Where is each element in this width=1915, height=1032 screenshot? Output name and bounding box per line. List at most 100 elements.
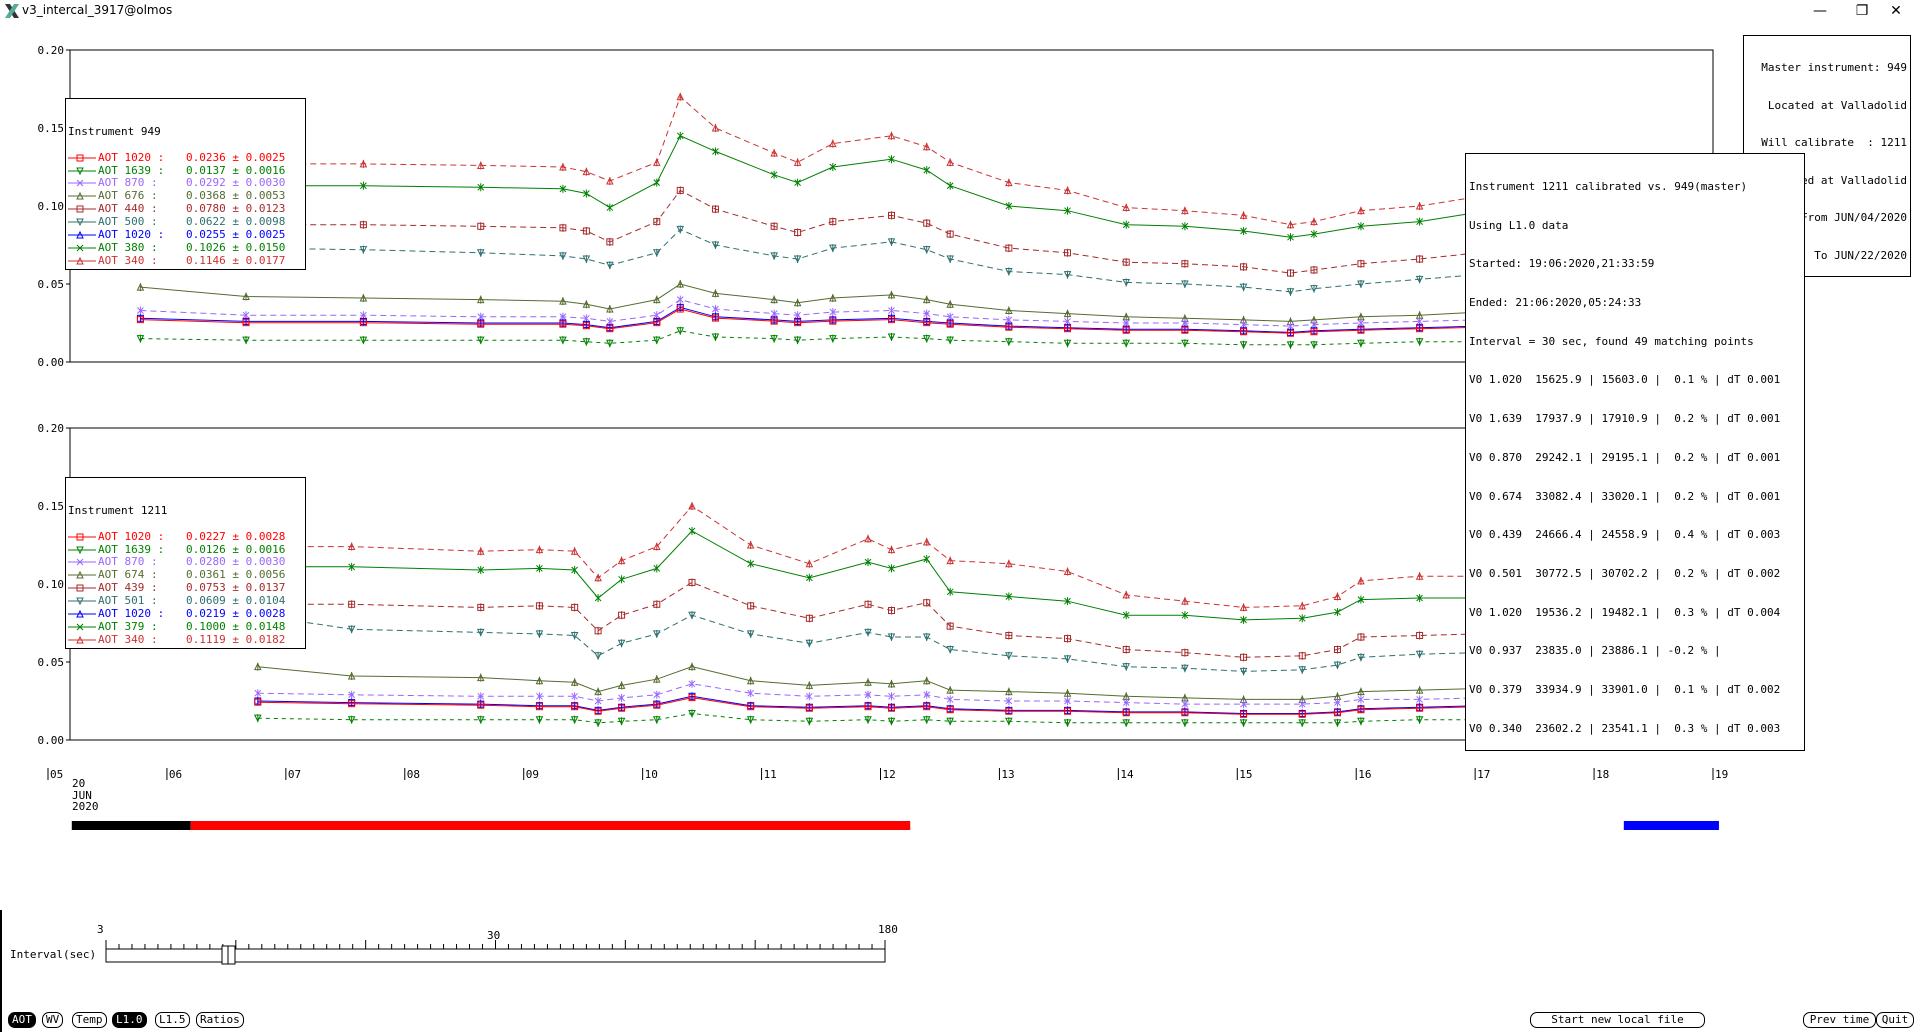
data-point	[347, 542, 356, 551]
prev-time-button[interactable]: Prev time	[1803, 1012, 1876, 1028]
series-line	[257, 712, 1714, 724]
x-tick-label: 07	[288, 768, 301, 781]
data-point	[746, 540, 755, 549]
data-point	[1286, 288, 1295, 296]
legend-marker-icon	[68, 559, 96, 566]
data-point	[1122, 719, 1131, 727]
l15-button[interactable]: L1.5	[155, 1012, 190, 1028]
calib-line: V0 0.439 24666.4 | 24558.9 | 0.4 % | dT …	[1469, 528, 1781, 542]
aot-button[interactable]: AOT	[8, 1012, 36, 1028]
data-point	[570, 716, 579, 724]
data-point	[535, 676, 544, 685]
data-point	[770, 171, 778, 179]
data-point	[570, 678, 579, 686]
data-point	[1310, 230, 1318, 238]
data-point	[1240, 616, 1247, 624]
data-point	[923, 219, 931, 227]
calib-line: V0 1.020 19536.2 | 19482.1 | 0.3 % | dT …	[1469, 605, 1781, 619]
l10-button[interactable]: L1.0	[112, 1012, 147, 1028]
legend-glyph	[76, 230, 84, 239]
restore-button[interactable]: ❐	[1855, 3, 1869, 19]
data-point	[477, 701, 485, 709]
data-point	[1005, 178, 1013, 187]
data-point	[535, 602, 543, 610]
data-point	[1334, 608, 1341, 616]
x-tick-label: 12	[883, 768, 896, 781]
data-point	[254, 689, 262, 697]
data-point	[570, 547, 579, 555]
legend-glyph	[76, 623, 84, 631]
data-point	[923, 555, 931, 563]
start-new-local-file-button[interactable]: Start new local file	[1530, 1012, 1705, 1028]
legend-glyph	[76, 167, 84, 175]
data-point	[711, 241, 720, 250]
x-tick-label: 16	[1358, 768, 1371, 781]
data-point	[1005, 244, 1013, 252]
y-tick-label: 0.10	[38, 200, 65, 213]
legend-value: 0.0609 ± 0.0104	[186, 594, 286, 608]
x-tick-label: 08	[407, 768, 420, 781]
data-point	[136, 283, 145, 291]
data-point	[477, 566, 485, 574]
data-point	[242, 319, 250, 327]
quit-button[interactable]: Quit	[1876, 1012, 1914, 1028]
legend-row: AOT 340 : 0.1146 ± 0.0177	[68, 254, 303, 268]
data-point	[476, 249, 485, 257]
master-info-line: From JUN/04/2020	[1801, 211, 1907, 224]
data-point	[477, 183, 485, 191]
data-point	[770, 148, 778, 157]
data-point	[617, 556, 626, 565]
legend-value: 0.0368 ± 0.0053	[186, 189, 286, 203]
ratios-button[interactable]: Ratios	[196, 1012, 244, 1028]
legend-value: 0.0137 ± 0.0016	[186, 163, 286, 177]
data-point	[688, 527, 696, 535]
close-button[interactable]: ✕	[1890, 3, 1902, 19]
legend-row: AOT 676 : 0.0368 ± 0.0053	[68, 189, 303, 203]
legend-row: AOT 380 : 0.1026 ± 0.0150	[68, 241, 303, 255]
minimize-button[interactable]: —	[1813, 3, 1827, 19]
legend-value: 0.0227 ± 0.0028	[186, 529, 286, 543]
data-point	[888, 307, 895, 314]
calib-line: Started: 19:06:2020,21:33:59	[1469, 257, 1655, 271]
data-point	[536, 692, 543, 700]
data-point	[1334, 699, 1341, 706]
data-point	[1357, 706, 1365, 714]
data-point	[1415, 685, 1424, 694]
data-point	[1064, 325, 1072, 333]
data-point	[1416, 255, 1424, 263]
data-point	[1415, 716, 1424, 724]
legend-marker-icon	[68, 623, 96, 631]
data-point	[922, 335, 931, 343]
data-point	[653, 179, 661, 186]
legend-glyph	[76, 533, 84, 541]
y-tick-label: 0.05	[38, 278, 65, 291]
data-point	[922, 537, 931, 546]
data-point	[1357, 687, 1365, 696]
data-point	[652, 336, 661, 345]
data-point	[1122, 319, 1130, 327]
data-point	[747, 602, 755, 610]
data-point	[676, 305, 684, 313]
legend-instrument-949: Instrument 949 AOT 1020 : 0.0236 ± 0.0025…	[65, 98, 306, 270]
data-point	[242, 311, 250, 319]
data-point	[1415, 201, 1424, 210]
data-point	[618, 611, 626, 619]
data-point	[711, 205, 719, 213]
legend-glyph	[76, 559, 84, 566]
data-point	[137, 307, 144, 314]
data-point	[770, 295, 778, 304]
temp-button[interactable]: Temp	[72, 1012, 107, 1028]
data-point	[1416, 594, 1423, 602]
data-point	[583, 190, 590, 197]
wv-button[interactable]: WV	[42, 1012, 64, 1028]
data-point	[477, 313, 485, 321]
data-point	[559, 336, 567, 345]
data-point	[359, 159, 368, 168]
data-point	[571, 603, 579, 611]
data-point	[476, 673, 485, 682]
data-point	[923, 166, 931, 174]
data-point	[805, 681, 814, 689]
legend-marker-icon	[68, 571, 96, 579]
legend-marker-icon	[68, 167, 96, 175]
legend-row: AOT 1020 : 0.0236 ± 0.0025	[68, 151, 303, 165]
